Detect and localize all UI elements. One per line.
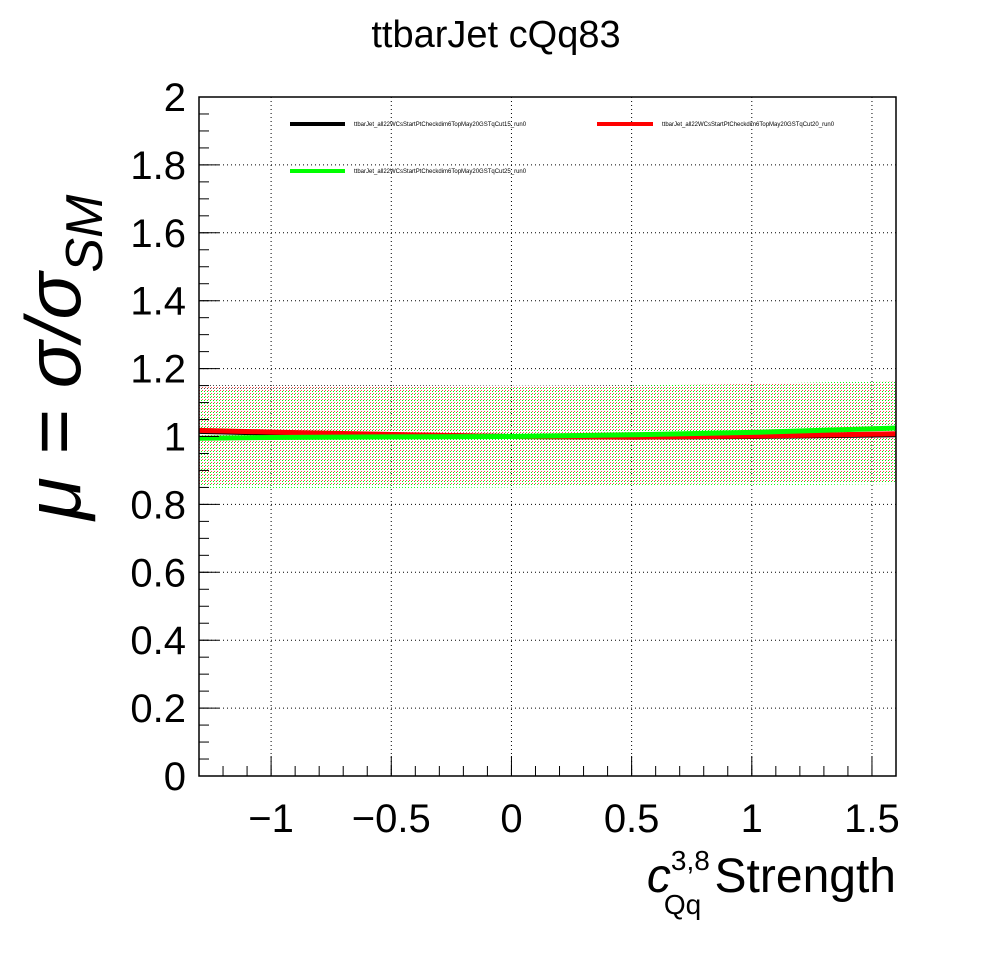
- y-tick-label: 0.2: [130, 687, 186, 731]
- legend-label-2: ttbarJet_all22WCsStartPtCheckdim6TopMay2…: [354, 169, 527, 175]
- y-tick-label: 0: [164, 755, 186, 799]
- series-line-2: [198, 425, 897, 441]
- x-tick-label: 0: [500, 797, 522, 841]
- x-tick-label: −0.5: [352, 797, 431, 841]
- y-tick-label: 0.6: [130, 551, 186, 595]
- y-axis-label: μ = σ/σSM: [9, 194, 114, 522]
- y-tick-labels: 0 0.2 0.4 0.6 0.8 1 1.2 1.4 1.6 1.8 2: [130, 76, 186, 799]
- x-tick-labels: −1 −0.5 0 0.5 1 1.5: [248, 797, 899, 841]
- x-tick-label: −1: [248, 797, 294, 841]
- y-tick-label: 1: [164, 416, 186, 460]
- legend-label-1: ttbarJet_all22WCsStartPtCheckdim6TopMay2…: [662, 122, 835, 128]
- y-tick-label: 0.4: [130, 619, 186, 663]
- x-tick-label: 0.5: [604, 797, 660, 841]
- y-tick-label: 1.2: [130, 348, 186, 392]
- series-lines: [198, 425, 897, 441]
- x-tick-label: 1.5: [844, 797, 900, 841]
- x-tick-label: 1: [741, 797, 763, 841]
- legend-label-0: ttbarJet_all22WCsStartPtCheckdim6TopMay2…: [354, 122, 527, 128]
- x-axis-label: c3,8 Qq Strength: [647, 845, 896, 920]
- axis-ticks: [198, 96, 897, 777]
- y-tick-label: 2: [164, 76, 186, 120]
- chart-title: ttbarJet cQq83: [371, 14, 620, 56]
- y-tick-label: 0.8: [130, 483, 186, 527]
- y-tick-label: 1.4: [130, 280, 186, 324]
- y-tick-label: 1.6: [130, 212, 186, 256]
- y-tick-label: 1.8: [130, 144, 186, 188]
- legend: ttbarJet_all22WCsStartPtCheckdim6TopMay2…: [290, 122, 835, 175]
